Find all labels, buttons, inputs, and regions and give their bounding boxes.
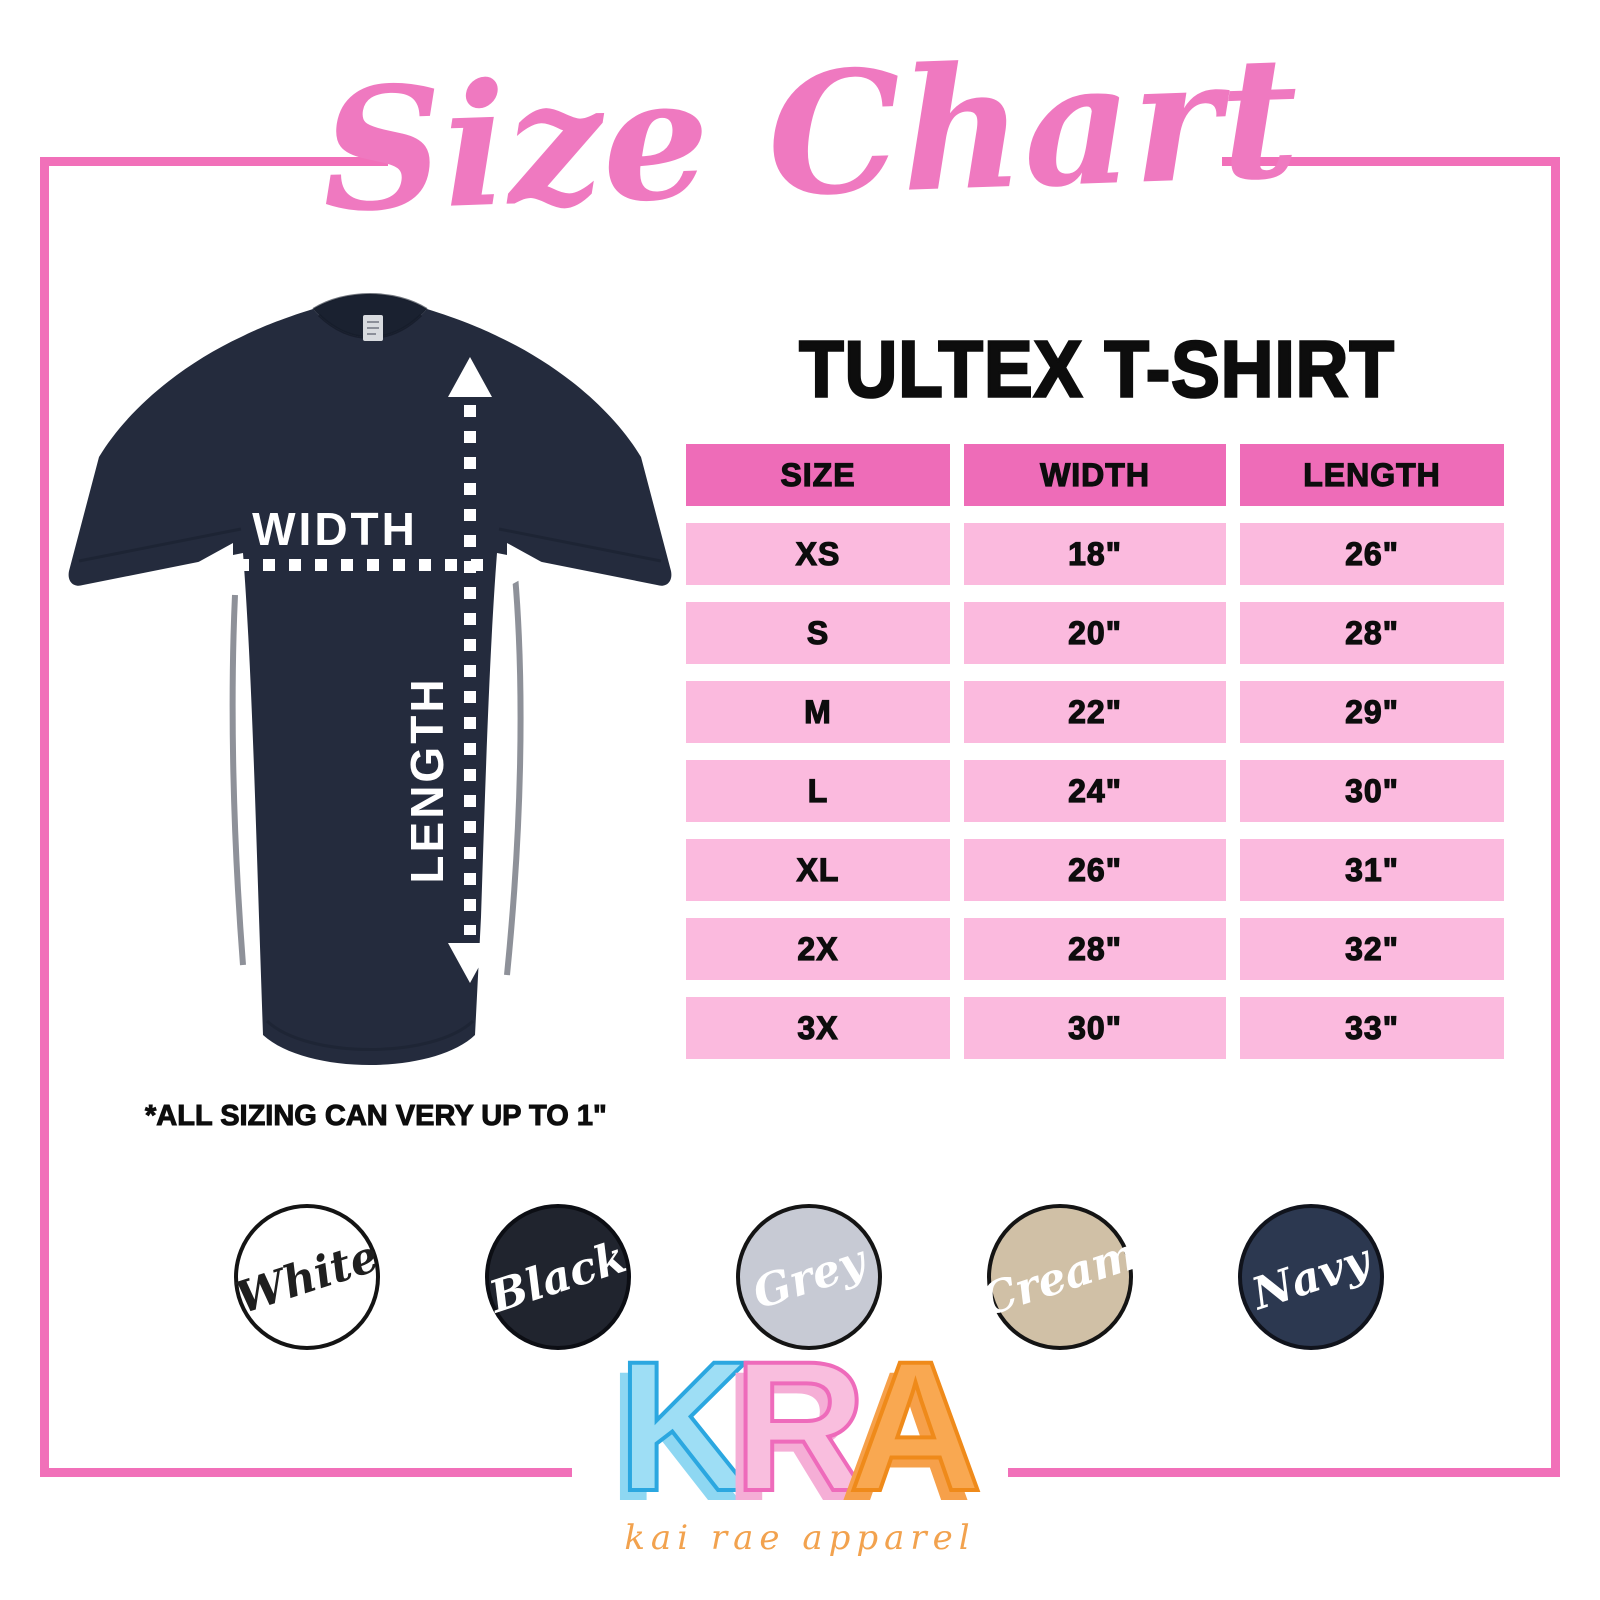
length-cell: 30": [1240, 760, 1504, 822]
width-cell: 24": [964, 760, 1226, 822]
length-cell: 32": [1240, 918, 1504, 980]
width-cell: 20": [964, 602, 1226, 664]
left-sleeve-seam: [78, 527, 242, 563]
width-cell: 30": [964, 997, 1226, 1059]
size-cell: XS: [686, 523, 950, 585]
color-swatch-black: Black: [484, 1204, 632, 1350]
size-cell: M: [686, 681, 950, 743]
product-title: TULTEX T-SHIRT: [798, 324, 1395, 416]
length-cell: 29": [1240, 681, 1504, 743]
length-cell: 28": [1240, 602, 1504, 664]
brand-logo: KRA kai rae apparel: [0, 1324, 1600, 1559]
size-cell: 3X: [686, 997, 950, 1059]
brand-letter-a: A: [847, 1324, 985, 1530]
page-title: Size Chart: [318, 18, 1302, 250]
size-cell: S: [686, 602, 950, 664]
color-swatch-navy: Navy: [1238, 1204, 1384, 1350]
width-arrow-right: [507, 543, 547, 587]
size-table-header-cell: LENGTH: [1240, 444, 1504, 506]
size-cell: L: [686, 760, 950, 822]
width-cell: 18": [964, 523, 1226, 585]
size-table-header-cell: SIZE: [686, 444, 950, 506]
length-arrow-up: [448, 357, 492, 397]
brand-letter-k: K: [616, 1324, 754, 1530]
tshirt-measurement-graphic: WIDTH LENGTH: [68, 293, 672, 1065]
tshirt-collar-back-edge: [312, 293, 428, 310]
tshirt-body: [68, 309, 672, 1065]
size-table-header-cell: WIDTH: [964, 444, 1226, 506]
fabric-fold-right: [504, 574, 524, 976]
frame-border: [40, 157, 1560, 1477]
color-swatch-grey: Grey: [736, 1204, 882, 1350]
length-arrow-down: [448, 943, 492, 983]
length-cell: 31": [1240, 839, 1504, 901]
brand-letter-r: R: [731, 1324, 869, 1530]
brand-tagline: kai rae apparel: [624, 1518, 976, 1558]
shirt-length-label: LENGTH: [401, 676, 453, 883]
title-frame-gap: [388, 128, 1222, 204]
length-cell: 33": [1240, 997, 1504, 1059]
fabric-fold-left: [229, 594, 246, 966]
width-cell: 26": [964, 839, 1226, 901]
width-cell: 22": [964, 681, 1226, 743]
logo-frame-gap: [572, 1450, 1008, 1502]
size-cell: XL: [686, 839, 950, 901]
brand-logo-letters: KRA: [0, 1324, 1600, 1530]
shirt-width-label: WIDTH: [252, 503, 418, 555]
length-cell: 26": [1240, 523, 1504, 585]
hem-seam: [265, 1019, 475, 1051]
width-arrow-left: [193, 543, 233, 587]
width-cell: 28": [964, 918, 1226, 980]
size-cell: 2X: [686, 918, 950, 980]
color-options: White Black Grey Cream Navy: [229, 1204, 1384, 1350]
color-swatch-white: White: [229, 1204, 385, 1350]
color-swatch-cream: Cream: [975, 1204, 1145, 1350]
size-table: SIZE WIDTH LENGTH XS 18" 26" S 20" 28" M 22" 29" L 24…: [686, 444, 1508, 1059]
right-sleeve-seam: [498, 527, 662, 563]
sizing-note: *ALL SIZING CAN VERY UP TO 1": [145, 1100, 608, 1133]
collar-tag-print: [367, 321, 379, 335]
